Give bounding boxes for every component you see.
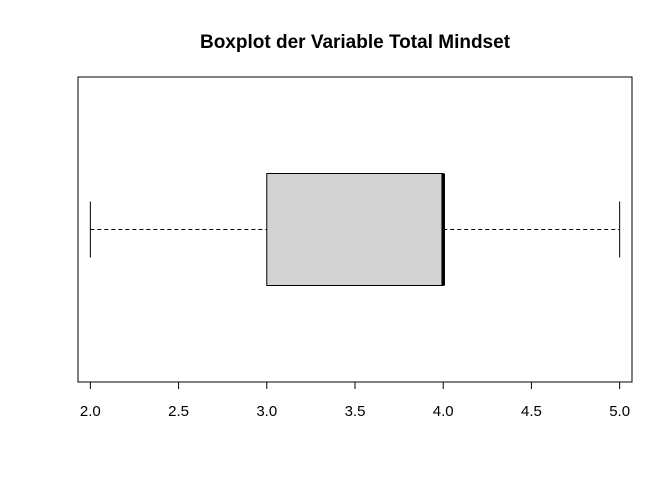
x-axis: 2.0 2.5 3.0 3.5 4.0 4.5 5.0	[80, 381, 630, 420]
x-tick-label: 3.0	[256, 403, 277, 420]
x-tick-label: 5.0	[609, 403, 630, 420]
x-tick-label: 2.0	[80, 403, 101, 420]
interquartile-box	[266, 173, 444, 286]
x-tick-label: 4.0	[433, 403, 454, 420]
chart-title: Boxplot der Variable Total Mindset	[200, 32, 511, 53]
x-tick-label: 3.5	[345, 403, 366, 420]
x-tick-label: 2.5	[168, 403, 189, 420]
boxplot	[89, 173, 621, 286]
x-tick-label: 4.5	[521, 403, 542, 420]
